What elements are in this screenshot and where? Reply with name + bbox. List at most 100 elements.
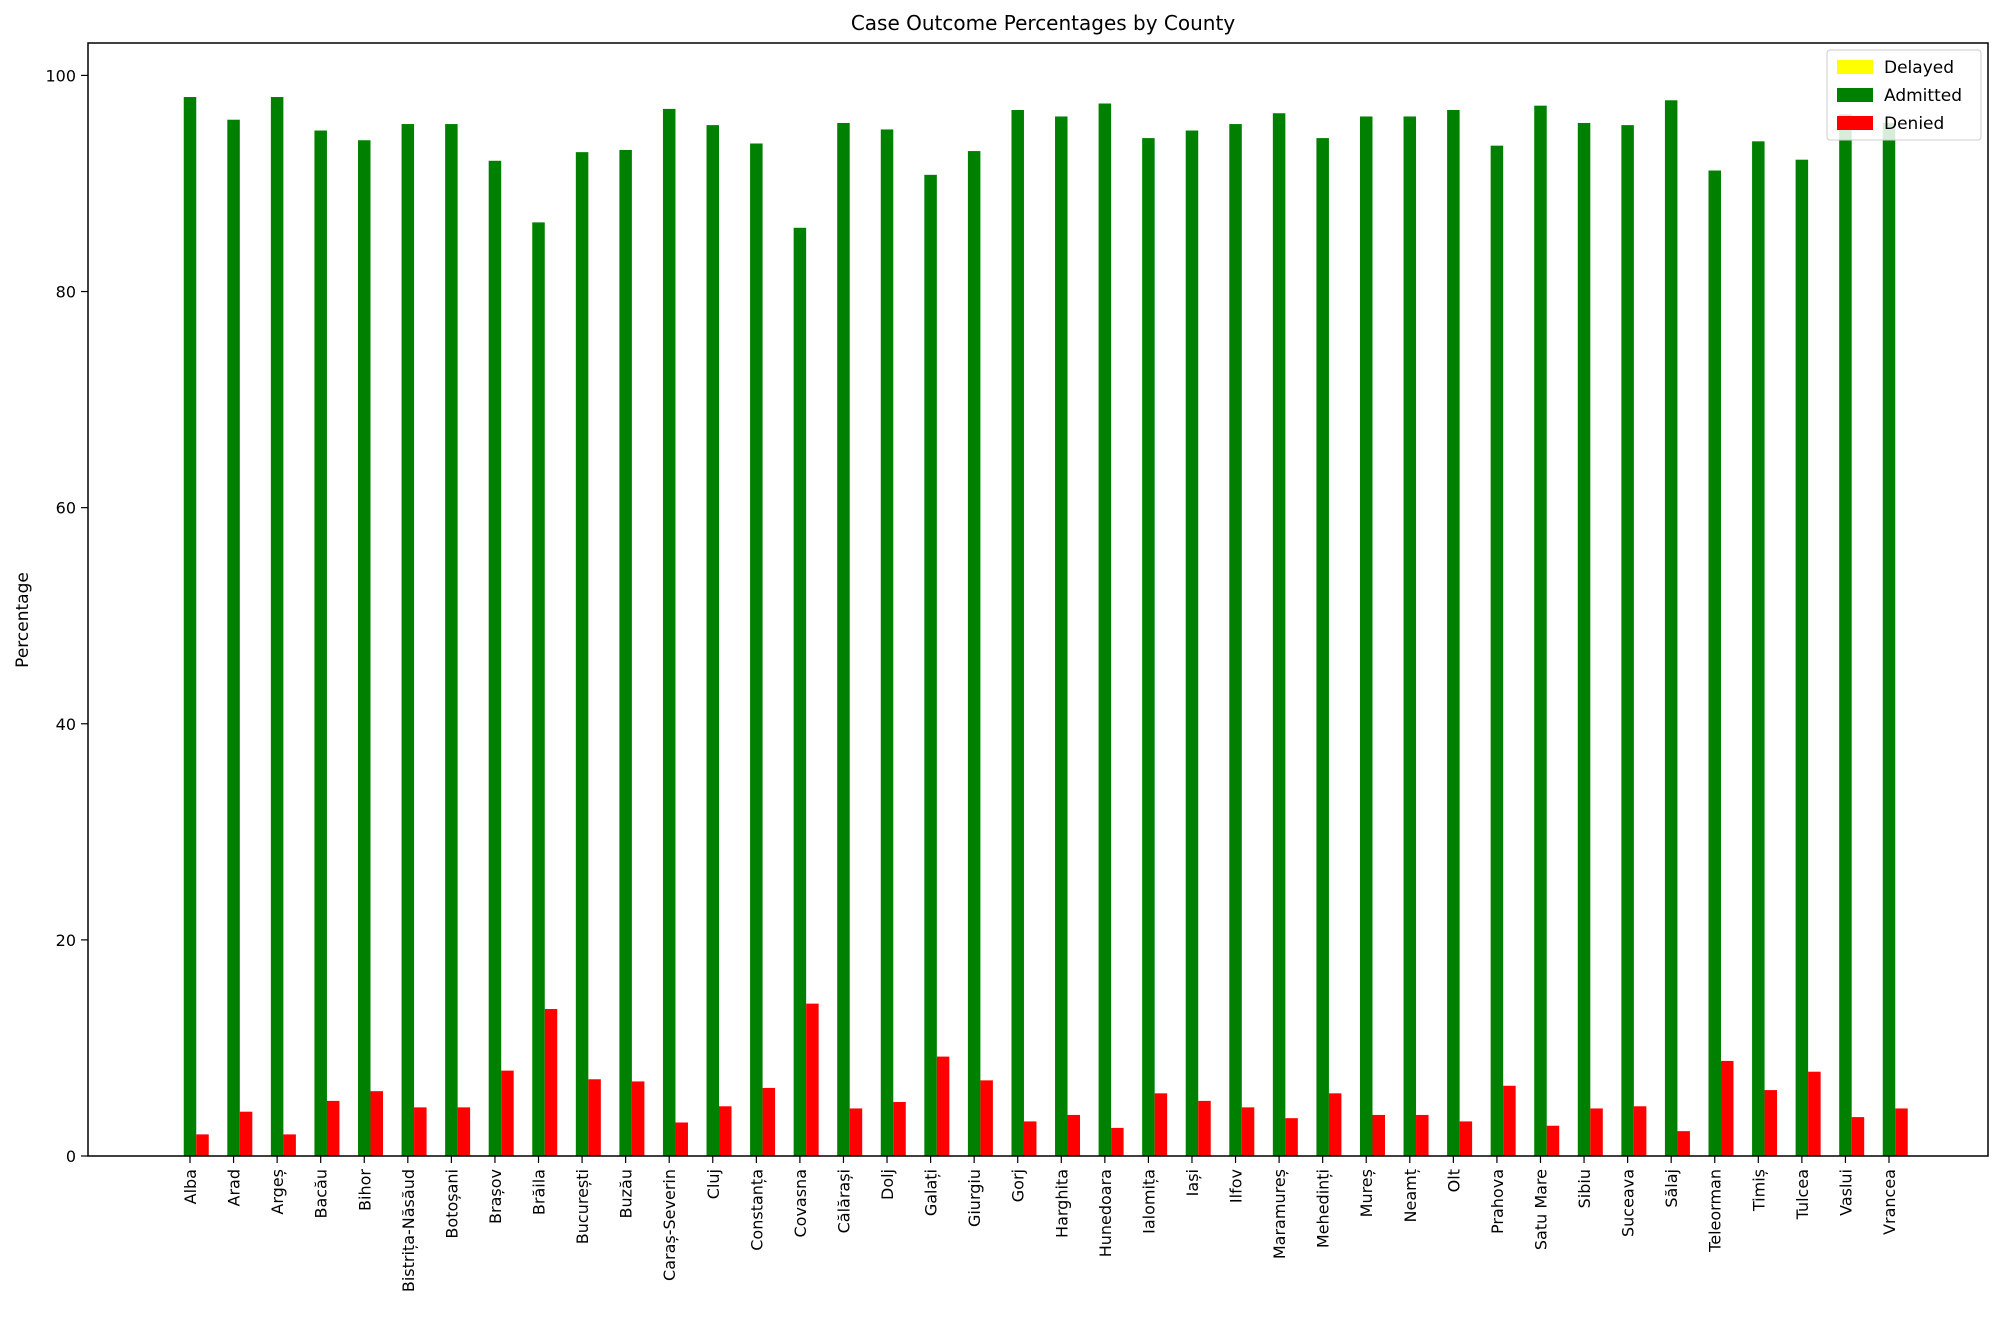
bar-denied-11 [631, 1081, 645, 1156]
bar-denied-17 [893, 1101, 906, 1156]
bar-denied-28 [1372, 1114, 1385, 1156]
x-tick-label: Constanța [747, 1169, 766, 1251]
bar-denied-22 [1111, 1127, 1124, 1156]
bar-admitted-8 [488, 160, 502, 1156]
legend-swatch-delayed [1837, 60, 1873, 74]
bar-admitted-9 [532, 222, 545, 1156]
bar-denied-36 [1720, 1060, 1734, 1156]
plot-frame [87, 42, 1989, 1157]
x-tick-label: Brașov [486, 1169, 505, 1224]
x-tick-label: Harghita [1052, 1169, 1071, 1238]
bar-admitted-1 [183, 97, 197, 1156]
bar-denied-12 [675, 1122, 688, 1156]
bar-denied-10 [588, 1079, 601, 1156]
x-tick-label: Brăila [530, 1169, 549, 1215]
bar-denied-29 [1416, 1114, 1429, 1156]
bar-admitted-22 [1098, 103, 1112, 1156]
bar-denied-4 [326, 1100, 340, 1156]
bar-admitted-16 [837, 122, 850, 1157]
bar-denied-6 [414, 1107, 427, 1156]
bar-denied-20 [1023, 1121, 1037, 1156]
x-tick-label: Sibiu [1575, 1169, 1594, 1208]
bar-admitted-20 [1011, 110, 1024, 1156]
bar-denied-15 [806, 1003, 819, 1156]
bar-admitted-29 [1403, 116, 1417, 1157]
x-tick-label: Timiș [1749, 1169, 1768, 1212]
legend-swatch-denied [1837, 116, 1873, 130]
bar-denied-9 [544, 1009, 558, 1156]
bar-admitted-7 [445, 124, 458, 1156]
x-tick-label: Giurgiu [965, 1169, 984, 1227]
y-axis: 0 20 40 60 80 100 [45, 66, 88, 1166]
bar-denied-35 [1677, 1131, 1690, 1156]
bar-admitted-38 [1795, 159, 1809, 1156]
bar-admitted-14 [750, 143, 763, 1157]
bar-denied-40 [1895, 1108, 1908, 1156]
x-tick-label: Covasna [791, 1169, 810, 1238]
x-tick-label: Bacău [312, 1169, 331, 1219]
bar-admitted-30 [1447, 110, 1460, 1156]
bar-admitted-28 [1359, 116, 1373, 1157]
x-tick-label: Botoșani [442, 1169, 461, 1239]
legend: Delayed Admitted Denied [1826, 49, 1982, 141]
bar-admitted-6 [401, 124, 415, 1156]
y-tick-label: 20 [56, 931, 76, 950]
bar-denied-5 [370, 1091, 384, 1156]
bar-admitted-25 [1229, 124, 1242, 1156]
x-tick-label: Vrancea [1880, 1169, 1899, 1235]
bar-denied-14 [762, 1087, 776, 1156]
y-tick-label: 40 [56, 715, 76, 734]
bar-denied-26 [1285, 1118, 1298, 1156]
bar-admitted-18 [924, 174, 937, 1156]
bar-admitted-21 [1055, 116, 1068, 1157]
bar-denied-37 [1764, 1090, 1778, 1156]
x-tick-label: Argeș [268, 1169, 287, 1215]
x-tick-label: Olt [1444, 1169, 1463, 1192]
x-tick-label: Maramureș [1270, 1169, 1289, 1259]
y-axis-label: Percentage [13, 572, 33, 668]
bar-denied-32 [1546, 1125, 1560, 1156]
bar-admitted-32 [1534, 105, 1547, 1156]
bar-admitted-11 [619, 149, 632, 1157]
bar-denied-21 [1067, 1114, 1081, 1156]
bar-admitted-15 [793, 227, 807, 1156]
x-tick-label: Iași [1183, 1169, 1202, 1196]
x-tick-label: Ialomița [1139, 1169, 1158, 1234]
bar-denied-23 [1154, 1093, 1168, 1156]
bar-denied-16 [849, 1108, 863, 1156]
x-tick-label: Vaslui [1836, 1169, 1855, 1216]
bar-admitted-26 [1272, 113, 1286, 1157]
x-tick-label: Suceava [1619, 1169, 1638, 1237]
bar-admitted-36 [1708, 170, 1721, 1156]
x-tick-label: Gorj [1009, 1169, 1028, 1202]
bar-denied-8 [501, 1070, 514, 1156]
x-tick-label: Mehedinți [1314, 1169, 1333, 1248]
bar-admitted-34 [1621, 125, 1634, 1157]
bar-admitted-12 [662, 108, 676, 1156]
x-tick-label: Hunedoara [1096, 1169, 1115, 1257]
y-tick-label: 60 [56, 499, 76, 518]
y-tick-label: 0 [66, 1147, 76, 1166]
bar-admitted-19 [967, 151, 981, 1156]
bar-denied-31 [1503, 1085, 1516, 1156]
x-tick-label: Satu Mare [1532, 1169, 1551, 1250]
bar-denied-38 [1808, 1071, 1821, 1156]
x-tick-label: Bistrița-Năsăud [399, 1169, 418, 1292]
x-tick-label: Tulcea [1793, 1169, 1812, 1220]
bar-admitted-2 [227, 119, 240, 1157]
bar-admitted-39 [1839, 114, 1852, 1157]
bar-denied-2 [239, 1111, 253, 1156]
legend-label-admitted: Admitted [1884, 86, 1962, 106]
x-tick-label: Mureș [1357, 1169, 1376, 1217]
x-axis: Alba Arad Argeș Bacău Bihor Bistrița-Năsăud Bo… [181, 1156, 1899, 1292]
x-tick-label: Dolj [878, 1169, 897, 1200]
bar-denied-25 [1241, 1107, 1255, 1156]
bar-denied-7 [457, 1107, 471, 1156]
bar-admitted-33 [1577, 122, 1591, 1157]
x-tick-label: Caraș-Severin [660, 1169, 679, 1281]
x-tick-label: Călărași [835, 1169, 854, 1233]
bar-denied-3 [283, 1134, 296, 1156]
bar-admitted-40 [1882, 122, 1896, 1157]
bars-layer [183, 97, 1908, 1157]
x-tick-label: Cluj [704, 1169, 723, 1199]
